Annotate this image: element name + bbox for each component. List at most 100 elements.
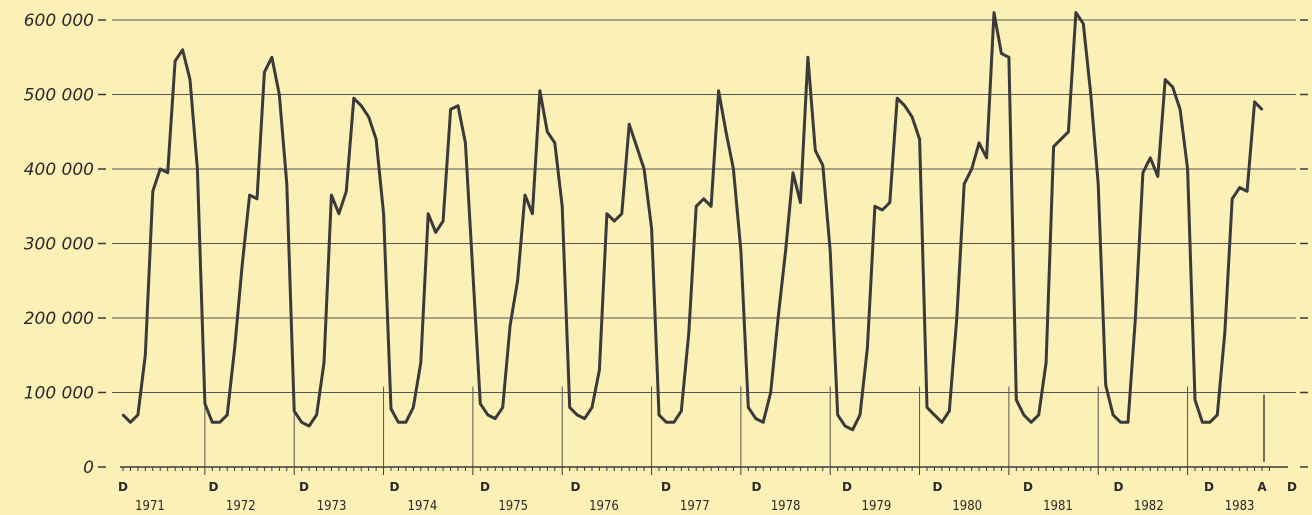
data-point (628, 123, 631, 126)
data-point (121, 413, 125, 417)
data-point (769, 391, 772, 394)
data-point (955, 316, 958, 320)
data-point (1260, 108, 1264, 111)
data-point (613, 219, 616, 223)
data-point (449, 108, 452, 111)
data-point (240, 264, 244, 268)
data-point (1119, 421, 1122, 424)
data-point (464, 141, 467, 145)
data-point (568, 406, 571, 409)
data-point (166, 171, 169, 174)
data-point (1141, 171, 1145, 174)
data-point (762, 421, 765, 424)
data-point (910, 115, 914, 119)
data-point (866, 346, 869, 349)
year-label-1981: 1981 (1043, 499, 1073, 514)
data-point (717, 89, 720, 93)
data-point (583, 417, 586, 420)
data-point (695, 205, 698, 208)
data-point (806, 56, 810, 59)
data-point (1126, 421, 1130, 424)
data-point (680, 409, 683, 413)
data-point (784, 249, 787, 253)
data-point (173, 59, 177, 63)
data-point (307, 424, 311, 428)
data-point (546, 130, 549, 133)
data-point (821, 164, 824, 167)
data-point (1171, 85, 1174, 89)
data-point (598, 368, 601, 372)
data-point (1044, 361, 1048, 364)
series-line (121, 11, 1264, 432)
data-point (836, 413, 839, 417)
data-point (226, 413, 229, 417)
year-label-1980: 1980 (952, 499, 982, 514)
year-label-1979: 1979 (862, 499, 892, 514)
data-point (896, 97, 899, 100)
data-point (315, 413, 318, 417)
data-point (397, 421, 400, 424)
data-point (188, 78, 192, 81)
data-point (1156, 175, 1160, 178)
data-point (1022, 413, 1025, 417)
data-point (1111, 413, 1115, 417)
data-point (672, 421, 676, 424)
data-point (888, 201, 891, 204)
data-point (709, 205, 713, 208)
data-point (620, 212, 623, 215)
data-point (903, 104, 906, 107)
data-point (203, 402, 207, 405)
data-point (933, 413, 936, 417)
data-point (441, 219, 445, 223)
year-label-1974: 1974 (408, 499, 438, 514)
y-axis-ticks: 0 100 000 200 000 300 000 400 000 500 000 600 … (24, 11, 1308, 478)
data-point (330, 193, 333, 197)
month-marker-label: D (118, 480, 128, 494)
data-point (925, 406, 929, 409)
data-point (300, 421, 303, 424)
data-point (1134, 316, 1137, 320)
gridlines (112, 19, 1296, 467)
data-point (858, 413, 862, 417)
data-point (1216, 413, 1219, 417)
data-point (650, 227, 653, 230)
month-marker-label: D (661, 480, 671, 494)
data-point (553, 141, 556, 145)
year-label-1972: 1972 (226, 499, 256, 514)
month-marker-label: A (1257, 480, 1267, 494)
data-point (977, 141, 981, 145)
data-point (873, 205, 877, 208)
data-point (427, 212, 430, 215)
month-marker-label: D (1204, 480, 1214, 494)
data-point (1238, 186, 1241, 189)
data-point (791, 171, 795, 174)
data-point (233, 346, 236, 349)
data-point (776, 316, 780, 320)
data-point (590, 406, 594, 409)
data-point (471, 272, 475, 275)
month-marker-label: D (390, 480, 400, 494)
data-point (1231, 197, 1234, 200)
data-point (1059, 138, 1063, 141)
y-tick-label: 100 000 (24, 384, 94, 404)
data-point (970, 167, 973, 171)
data-point (352, 97, 355, 100)
data-point (1149, 156, 1152, 159)
data-point (278, 93, 281, 96)
series-lines (121, 11, 1265, 462)
data-point (196, 167, 199, 171)
data-point (151, 190, 154, 193)
data-point (561, 205, 564, 208)
data-point (687, 331, 690, 335)
month-marker-label: D (480, 480, 490, 494)
data-point (635, 145, 638, 148)
data-point (851, 428, 854, 431)
data-point (538, 89, 542, 93)
data-point (732, 167, 735, 171)
data-point (985, 156, 988, 159)
data-point (144, 354, 147, 357)
year-label-1978: 1978 (771, 499, 801, 514)
data-point (322, 361, 326, 364)
data-point (136, 413, 140, 417)
